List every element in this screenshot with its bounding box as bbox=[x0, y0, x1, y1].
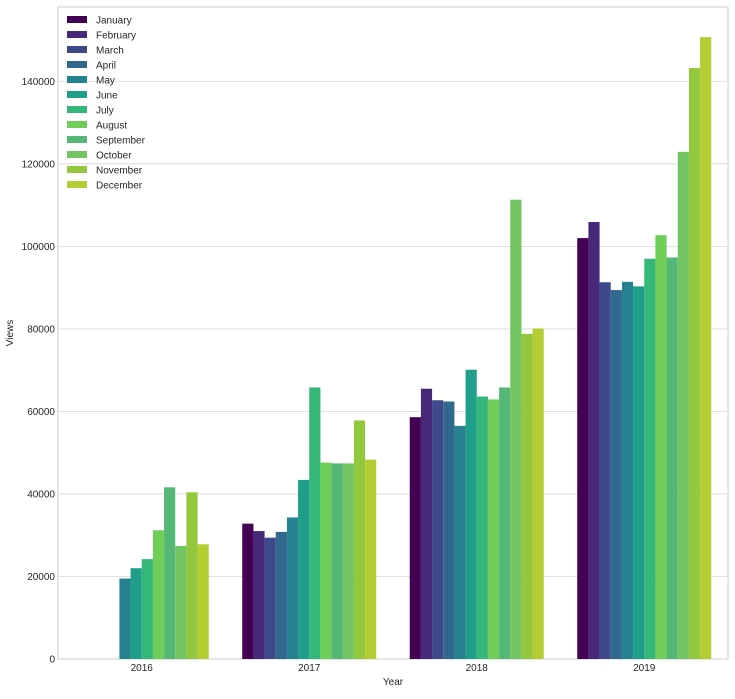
x-axis-ticks: 2016 2017 2018 2019 bbox=[131, 663, 656, 674]
bar-2018-june bbox=[465, 369, 477, 659]
bar-2017-may bbox=[286, 517, 299, 659]
y-tick-label: 100000 bbox=[22, 242, 56, 253]
legend-swatch bbox=[67, 151, 87, 158]
bar-2019-march bbox=[599, 282, 611, 659]
x-tick-label: 2018 bbox=[466, 663, 489, 674]
bar-2019-april bbox=[610, 290, 622, 659]
legend-label: May bbox=[96, 76, 115, 87]
bar-2018-july bbox=[476, 396, 488, 659]
bar-2019-december bbox=[700, 37, 712, 660]
legend-label: December bbox=[96, 181, 143, 192]
legend-label: November bbox=[96, 166, 143, 177]
bar-2019-august bbox=[655, 235, 667, 659]
bar-2017-september bbox=[331, 463, 343, 659]
bar-2017-february bbox=[253, 531, 265, 659]
legend-label: September bbox=[96, 136, 146, 147]
y-tick-label: 80000 bbox=[27, 324, 55, 335]
bar-2017-july bbox=[309, 387, 321, 659]
bar-2017-october bbox=[342, 463, 354, 659]
legend-swatch bbox=[67, 16, 87, 23]
legend-label: August bbox=[96, 121, 127, 132]
legend-swatch bbox=[67, 136, 87, 143]
bar-2016-october bbox=[175, 545, 187, 659]
bar-2019-september bbox=[666, 257, 678, 659]
bar-2018-october bbox=[510, 199, 522, 659]
legend-swatch bbox=[67, 121, 87, 128]
legend-swatch bbox=[67, 91, 87, 98]
bar-2016-june bbox=[130, 568, 142, 659]
bar-2017-december bbox=[365, 459, 377, 659]
legend: January February March April May June July Augu… bbox=[67, 16, 146, 192]
bar-2019-june bbox=[633, 286, 645, 659]
y-tick-label: 20000 bbox=[27, 572, 55, 583]
legend-label: March bbox=[96, 46, 124, 57]
x-tick-label: 2017 bbox=[298, 663, 321, 674]
bar-2016-september bbox=[164, 487, 176, 659]
bar-2016-november bbox=[186, 492, 198, 659]
legend-label: July bbox=[96, 106, 114, 117]
y-tick-label: 40000 bbox=[27, 489, 55, 500]
bar-2017-november bbox=[353, 420, 366, 659]
bar-2018-september bbox=[499, 387, 511, 659]
legend-label: January bbox=[96, 16, 132, 27]
bar-2019-january bbox=[577, 238, 589, 659]
legend-label: June bbox=[96, 91, 118, 102]
bar-2019-october bbox=[677, 151, 689, 660]
bar-2017-march bbox=[264, 537, 276, 659]
bar-2018-december bbox=[532, 328, 544, 659]
y-axis-ticks: 0 20000 40000 60000 80000 100000 120000 140000 bbox=[22, 77, 56, 666]
legend-swatch bbox=[67, 31, 87, 38]
bar-2016-august bbox=[152, 530, 165, 659]
bar-2018-may bbox=[454, 425, 466, 659]
legend-swatch bbox=[67, 76, 87, 83]
legend-label: February bbox=[96, 31, 136, 42]
y-tick-label: 0 bbox=[49, 655, 55, 666]
legend-label: April bbox=[96, 61, 116, 72]
bar-2017-april bbox=[275, 531, 287, 659]
bar-2018-march bbox=[432, 400, 444, 659]
bar-2016-july bbox=[141, 559, 153, 659]
legend-swatch bbox=[67, 46, 87, 53]
bar-2017-january bbox=[242, 523, 254, 659]
bar-2018-august bbox=[487, 399, 500, 659]
bar-2019-july bbox=[644, 258, 656, 659]
y-axis-label: Views bbox=[5, 320, 16, 347]
bar-2016-december bbox=[197, 544, 209, 659]
y-tick-label: 140000 bbox=[22, 77, 56, 88]
x-tick-label: 2019 bbox=[633, 663, 656, 674]
bar-2017-june bbox=[298, 479, 310, 659]
bar-2017-august bbox=[320, 462, 332, 659]
x-tick-label: 2016 bbox=[131, 663, 154, 674]
bar-2018-april bbox=[443, 401, 455, 659]
bar-2019-february bbox=[588, 221, 600, 659]
bar-2019-november bbox=[688, 68, 701, 659]
bar-2019-may bbox=[621, 281, 634, 659]
x-axis-label: Year bbox=[383, 677, 404, 688]
y-tick-label: 120000 bbox=[22, 159, 56, 170]
bar-2016-may bbox=[119, 578, 131, 659]
legend-swatch bbox=[67, 166, 87, 173]
legend-label: October bbox=[96, 151, 132, 162]
y-tick-label: 60000 bbox=[27, 407, 55, 418]
legend-swatch bbox=[67, 61, 87, 68]
bar-2018-january bbox=[409, 417, 421, 659]
legend-swatch bbox=[67, 181, 87, 188]
bar-2018-february bbox=[420, 388, 433, 659]
legend-swatch bbox=[67, 106, 87, 113]
bars bbox=[119, 37, 712, 660]
bar-2018-november bbox=[521, 333, 533, 659]
